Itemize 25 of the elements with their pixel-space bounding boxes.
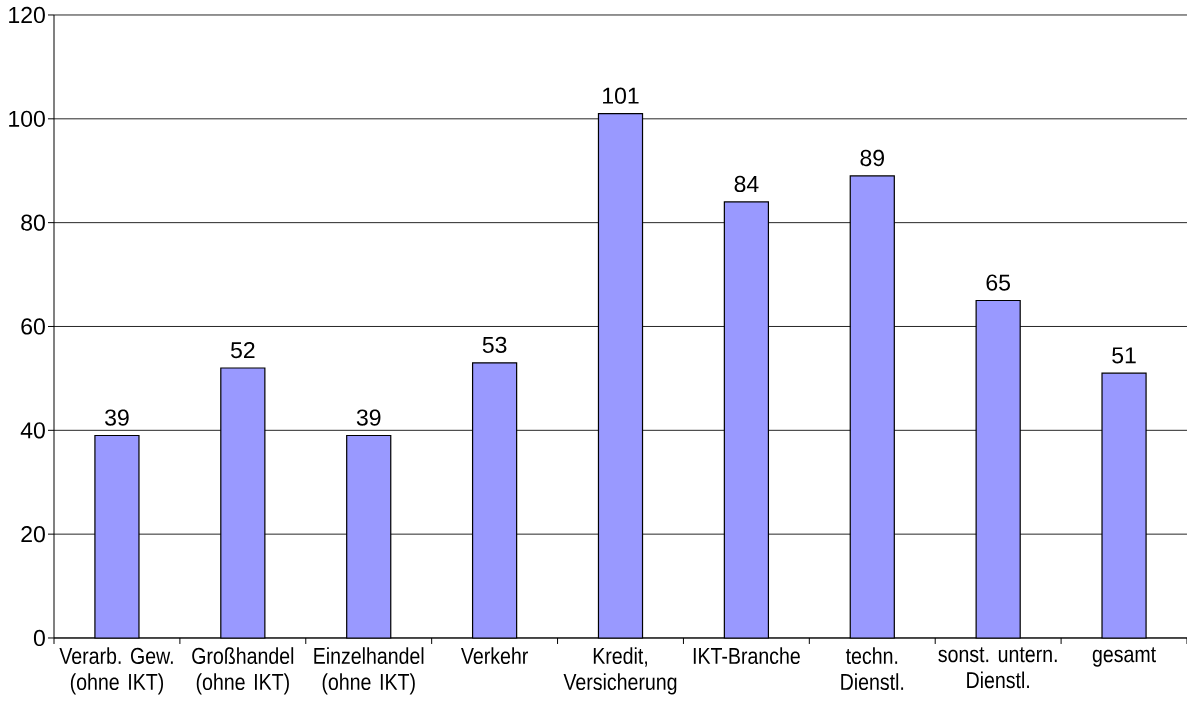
x-tick-label: gesamt	[1092, 647, 1156, 667]
x-tick-label: Verarb. Gew. (ohne IKT)	[59, 647, 173, 695]
y-tick-label: 0	[33, 629, 45, 647]
x-tick-label: Einzelhandel (ohne IKT)	[314, 647, 424, 695]
y-tick-label: 80	[21, 214, 45, 231]
data-label: 51	[1112, 347, 1136, 364]
data-label: 52	[230, 341, 255, 359]
x-tick-label: Großhandel (ohne IKT)	[192, 647, 294, 695]
y-tick-label: 20	[21, 526, 45, 543]
data-label: 65	[986, 274, 1010, 291]
y-tick-label: 100	[9, 110, 45, 127]
x-tick-label: Verkehr	[461, 647, 528, 665]
y-tick-label: 60	[21, 318, 45, 335]
data-label: 101	[603, 87, 639, 104]
x-tick-label: sonst. untern. Dienstl.	[938, 647, 1057, 689]
y-tick-label: 40	[20, 422, 45, 439]
x-tick-label: Kredit, Versicherung	[563, 647, 677, 695]
x-tick-label: techn. Dienstl.	[841, 647, 904, 691]
data-label: 39	[356, 409, 381, 426]
y-tick-label: 120	[9, 6, 45, 24]
data-label: 53	[482, 336, 507, 354]
data-label: 89	[860, 149, 884, 167]
data-label: 39	[105, 409, 129, 426]
data-label: 84	[734, 175, 759, 193]
x-tick-label: IKT-Branche	[693, 647, 800, 665]
